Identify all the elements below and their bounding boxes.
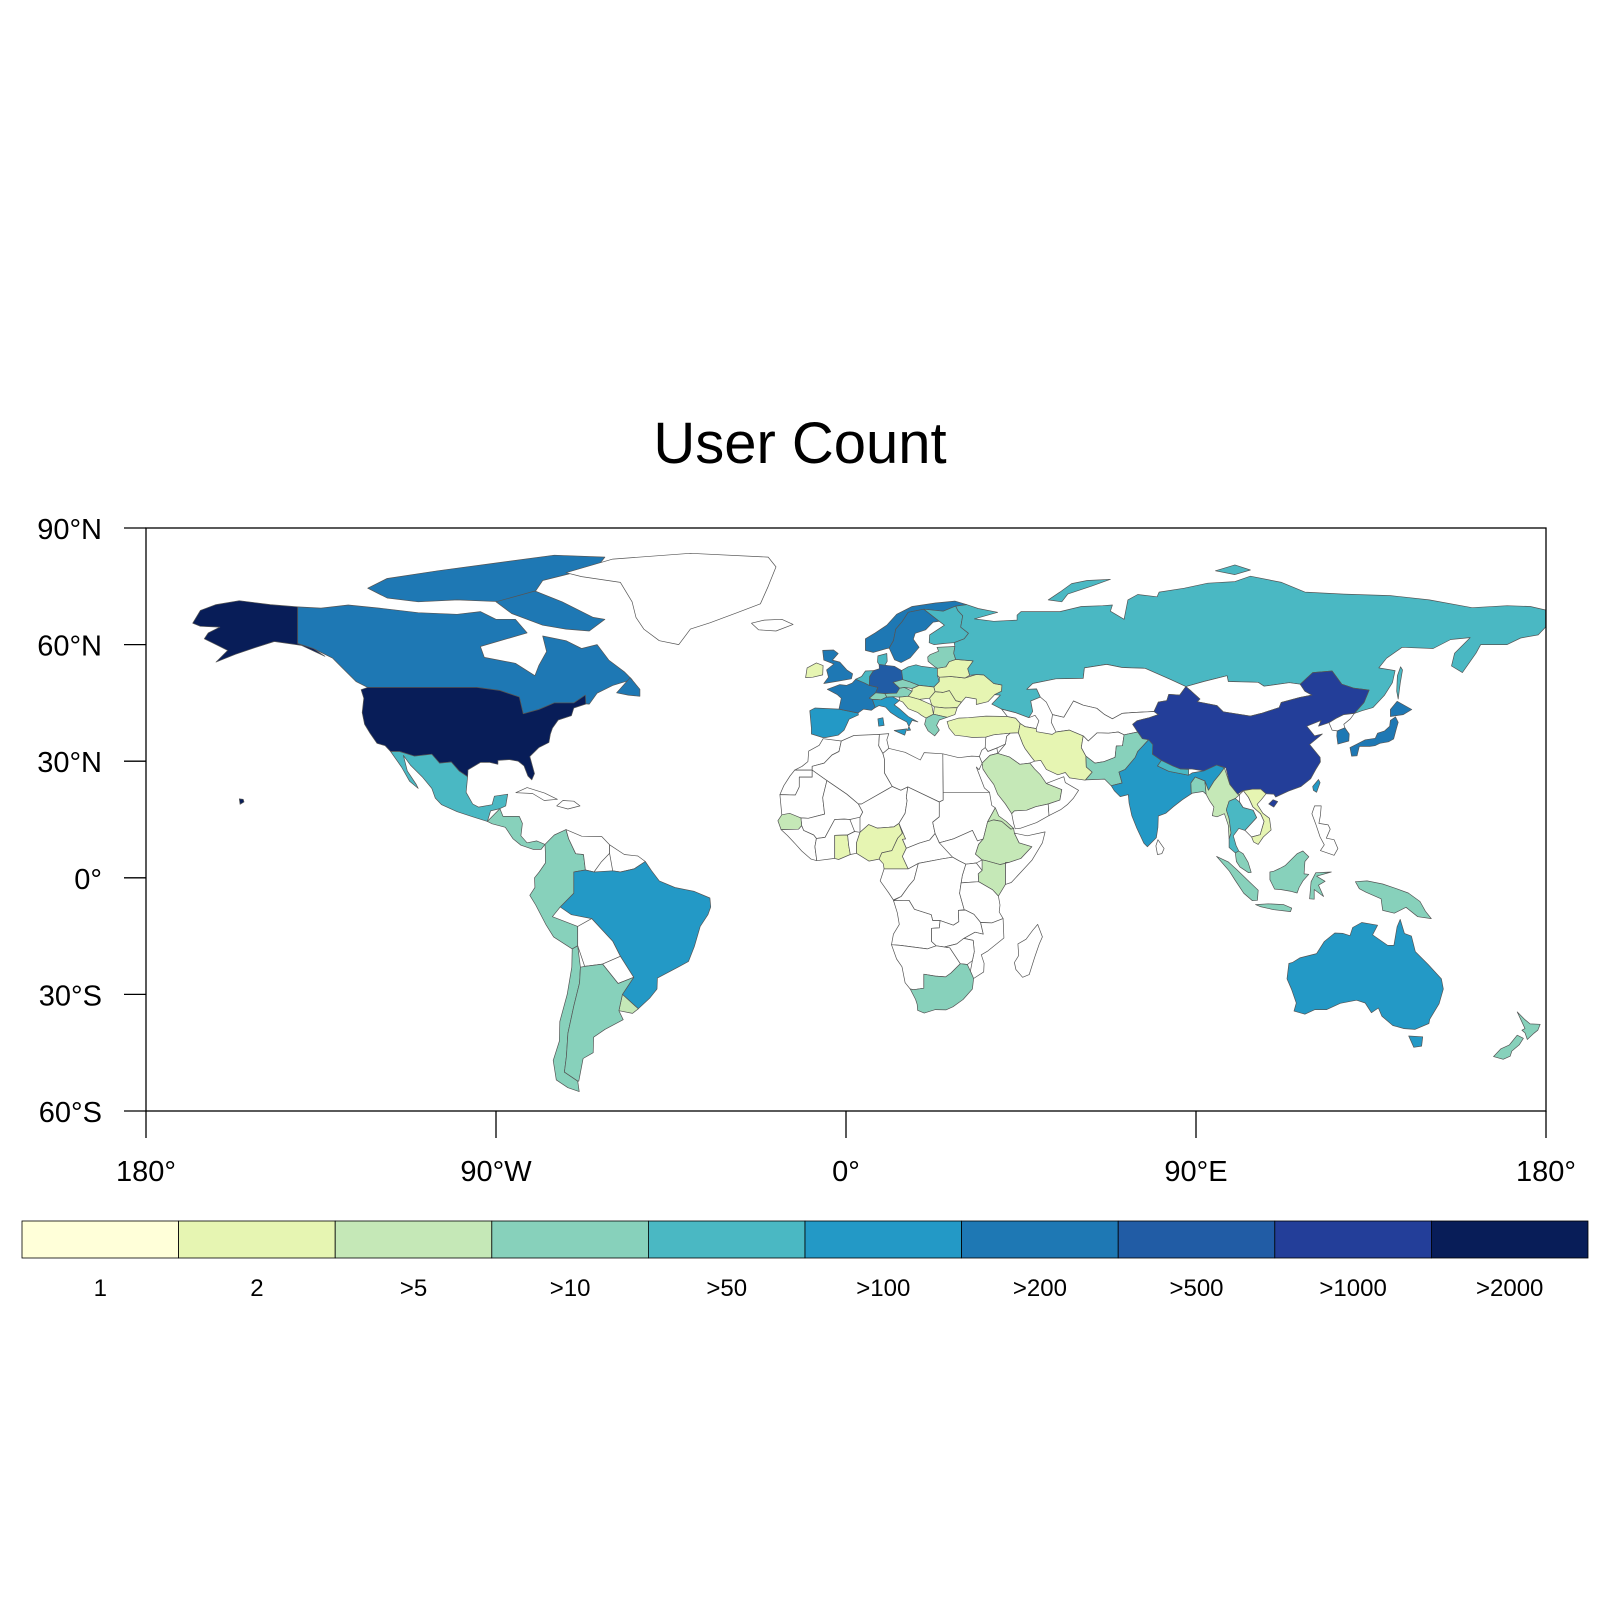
region-hispaniola: Hispaniola (556, 800, 581, 810)
region-greenland: Greenland (565, 552, 777, 645)
region-malaysia-peninsula: Malaysia (peninsula) (1234, 850, 1252, 874)
region-zimbabwe: Zimbabwe (944, 938, 975, 965)
region-sulawesi-indonesia: Sulawesi (Indonesia) (1309, 871, 1332, 900)
region-iberia: Iberia (809, 707, 859, 738)
region-sri-lanka: Sri Lanka (1155, 839, 1165, 855)
region-central-america: Central America (487, 808, 546, 850)
legend-swatch (491, 1220, 649, 1259)
lat-tick-label: 30°S (39, 980, 102, 1012)
legend-swatch (1274, 1220, 1432, 1259)
region-sardinia-italy: Sardinia (Italy) (877, 717, 885, 727)
region-venezuela: Venezuela (565, 829, 610, 873)
legend-swatch (648, 1220, 806, 1259)
region-denmark: Denmark (877, 653, 888, 666)
region-sweden: Sweden (888, 608, 940, 663)
legend-label: 1 (94, 1275, 107, 1302)
region-new-guinea: New Guinea (1355, 880, 1432, 919)
legend-label: >200 (1013, 1275, 1067, 1302)
lat-tick-label: 0° (74, 864, 102, 896)
region-greece: Greece (924, 713, 948, 737)
region-sakhalin-russia: Sakhalin (Russia) (1396, 666, 1403, 700)
lon-tick-label: 180° (1516, 1156, 1576, 1188)
region-baffin-island-canada: Baffin Island (Canada) (495, 590, 606, 632)
legend-swatch (21, 1220, 180, 1259)
region-taiwan: Taiwan (1312, 779, 1321, 793)
legend-label: >100 (856, 1275, 910, 1302)
region-cuba: Cuba (515, 787, 558, 801)
region-mexico: Mexico (390, 751, 509, 822)
region-great-britain: Great Britain (822, 649, 853, 684)
legend-swatch (804, 1220, 963, 1259)
lat-tick-label: 60°N (37, 631, 102, 663)
legend-swatch (334, 1220, 493, 1259)
region-tasmania-australia: Tasmania (Australia) (1408, 1035, 1424, 1048)
region-nepal: Nepal (1157, 760, 1189, 776)
lon-tick-label: 0° (832, 1156, 860, 1188)
region-hawaii-usa: Hawaii (USA) (238, 798, 245, 805)
legend-swatch (1431, 1220, 1589, 1259)
legend-label: >1000 (1319, 1275, 1386, 1302)
legend-swatch (1117, 1220, 1276, 1259)
legend-label: >50 (706, 1275, 747, 1302)
lat-tick-label: 60°S (39, 1097, 102, 1129)
region-south-korea: South Korea (1336, 727, 1350, 745)
region-argentina: Argentina (564, 963, 635, 1082)
longitude-axis: 180° 90°W 0° 90°E 180° (116, 1111, 1576, 1188)
region-ireland: Ireland (805, 662, 824, 678)
map-regions: Alaska (USA)CanadaCanadian Arctic Island… (192, 552, 1546, 1092)
region-japan: Japan (1349, 716, 1399, 757)
region-oman-uae: Oman & UAE (1045, 776, 1079, 816)
lat-tick-label: 90°N (37, 514, 102, 546)
region-iceland: Iceland (751, 618, 794, 632)
color-legend: 1 2 >5 >10 >50 >100 >200 >500 >1000 >2000 (21, 1220, 1589, 1302)
region-borneo: Borneo (1269, 850, 1310, 894)
lon-tick-label: 90°E (1164, 1156, 1227, 1188)
region-sumatra-indonesia: Sumatra (Indonesia) (1216, 856, 1259, 902)
region-italy: Italy (872, 696, 919, 731)
region-syria: Syria (984, 732, 1011, 752)
region-newfoundland-canada: Newfoundland (Canada) (616, 677, 641, 697)
region-java-indonesia: Java (Indonesia) (1255, 903, 1293, 912)
region-south-africa: South Africa (909, 963, 974, 1014)
region-united-states: United States (360, 687, 587, 781)
region-poland: Poland (901, 664, 940, 688)
latitude-axis: 90°N 60°N 30°N 0° 30°S 60°S (37, 514, 146, 1129)
legend-label: >2000 (1476, 1275, 1543, 1302)
region-australia: Australia (1286, 919, 1444, 1030)
region-new-zealand-north: New Zealand (north) (1516, 1011, 1541, 1040)
region-severnaya-zemlya-russia: Severnaya Zemlya (Russia) (1215, 564, 1251, 575)
region-russia: Russia (953, 575, 1546, 719)
legend-swatch (961, 1220, 1119, 1259)
legend-label: >10 (550, 1275, 591, 1302)
legend-label: 2 (250, 1275, 263, 1302)
lat-tick-label: 30°N (37, 747, 102, 779)
region-new-zealand-south: New Zealand (south) (1493, 1034, 1524, 1060)
legend-swatch (178, 1220, 336, 1259)
region-vietnam: Vietnam (1243, 788, 1272, 845)
region-alaska-usa: Alaska (USA) (192, 600, 326, 663)
region-hokkaido-japan: Hokkaido (Japan) (1390, 700, 1413, 717)
region-philippines: Philippines (1311, 805, 1339, 856)
region-novaya-zemlya-russia: Novaya Zemlya (Russia) (1047, 578, 1111, 603)
region-canadian-arctic-islands: Canadian Arctic Islands (367, 554, 606, 603)
region-madagascar: Madagascar (1014, 924, 1043, 978)
map-title: User Count (653, 411, 947, 476)
lon-tick-label: 90°W (460, 1156, 532, 1188)
legend-label: >5 (400, 1275, 427, 1302)
region-somalia: Somalia (1005, 831, 1046, 885)
region-sicily-italy: Sicily (Italy) (893, 728, 908, 736)
region-bangladesh: Bangladesh (1190, 776, 1207, 795)
legend-label: >500 (1169, 1275, 1223, 1302)
region-korea-north: Korea (north) (1328, 713, 1355, 732)
region-hainan-china: Hainan (China) (1268, 799, 1279, 808)
lon-tick-label: 180° (116, 1156, 176, 1188)
